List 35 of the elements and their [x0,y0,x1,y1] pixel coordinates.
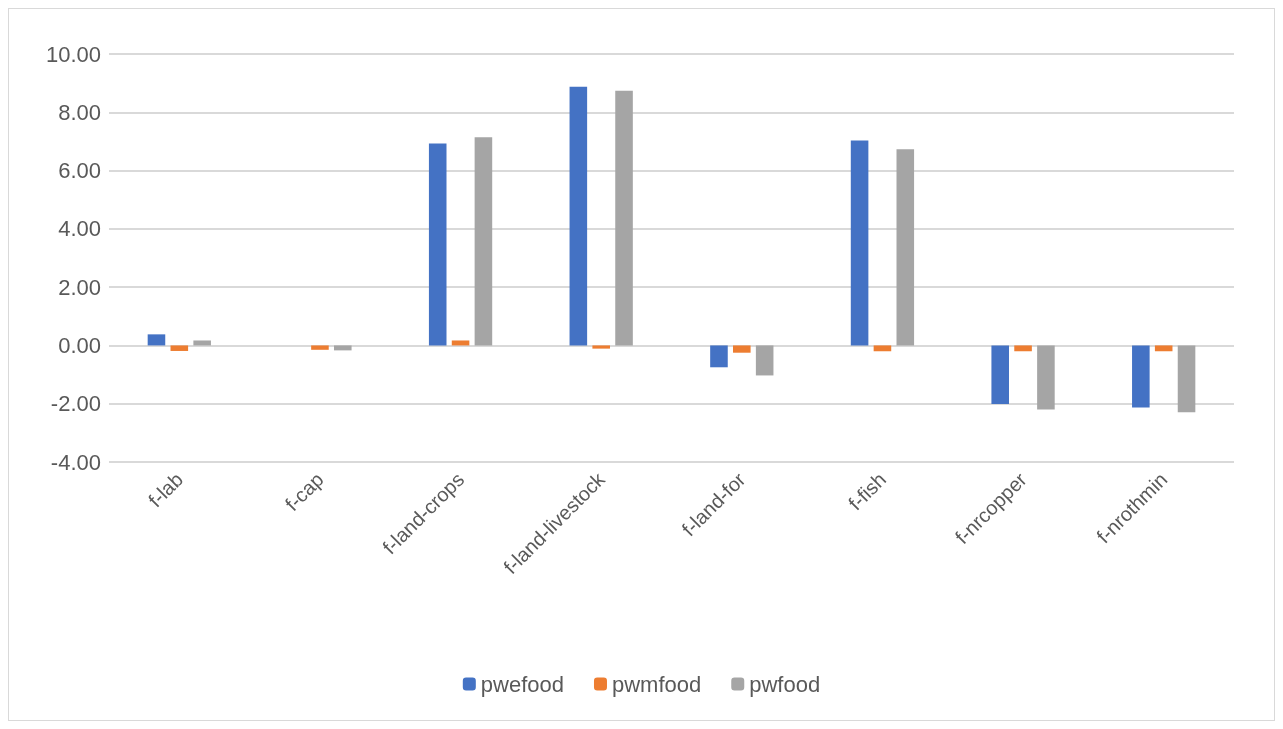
x-tick-label: f-lab [144,468,188,512]
y-tick-label: 10.00 [45,41,101,67]
bar [733,345,751,353]
bar [1132,345,1150,408]
bar [710,345,728,368]
y-tick-label: 0.00 [58,332,101,358]
y-tick-label: 8.00 [58,99,101,125]
bar [569,86,588,346]
bar [147,334,166,346]
bar [873,345,892,352]
bar [170,345,189,351]
bar [1154,345,1173,352]
legend-label: pwmfood [611,671,702,697]
y-tick-label: 2.00 [58,274,101,300]
bar [896,149,915,346]
bar [1014,345,1032,352]
legend-label: pwefood [480,671,564,697]
bar [592,345,610,349]
bar [474,137,493,346]
bar [428,143,447,346]
legend-label: pwfood [749,671,821,697]
bar [1177,345,1196,413]
bar [193,340,211,346]
bar [615,90,633,346]
bar [850,140,869,346]
y-tick-label: -2.00 [50,391,101,417]
bar [755,345,774,376]
bar [311,345,329,350]
y-tick-label: -4.00 [50,449,101,475]
bar [334,345,352,351]
bar [1037,345,1055,410]
y-tick-label: 6.00 [58,158,101,184]
bar [451,340,470,346]
bar [991,345,1009,405]
y-tick-label: 4.00 [58,216,101,242]
